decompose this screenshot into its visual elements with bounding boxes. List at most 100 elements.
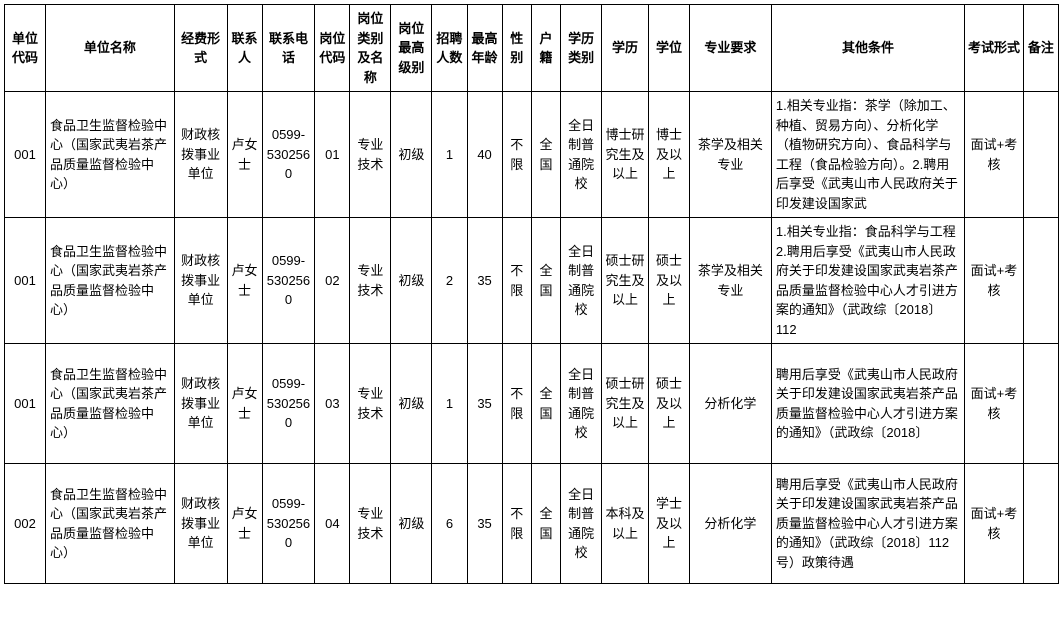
table-cell: 面试+考核 [965, 92, 1024, 218]
table-cell: 本科及以上 [602, 464, 649, 584]
table-cell: 面试+考核 [965, 464, 1024, 584]
table-cell: 全国 [531, 92, 560, 218]
table-cell: 食品卫生监督检验中心（国家武夷岩茶产品质量监督检验中心） [45, 464, 174, 584]
table-cell [1023, 92, 1058, 218]
table-cell: 1 [432, 344, 467, 464]
table-cell: 初级 [391, 464, 432, 584]
table-row: 001食品卫生监督检验中心（国家武夷岩茶产品质量监督检验中心）财政核拨事业单位卢… [5, 344, 1059, 464]
table-cell: 卢女士 [227, 344, 262, 464]
table-cell: 聘用后享受《武夷山市人民政府关于印发建设国家武夷岩茶产品质量监督检验中心人才引进… [771, 464, 964, 584]
table-cell: 1.相关专业指：食品科学与工程 2.聘用后享受《武夷山市人民政府关于印发建设国家… [771, 218, 964, 344]
table-cell: 专业技术 [350, 344, 391, 464]
table-cell: 专业技术 [350, 464, 391, 584]
table-cell: 硕士及以上 [648, 344, 689, 464]
table-cell: 茶学及相关专业 [689, 218, 771, 344]
table-cell: 6 [432, 464, 467, 584]
table-cell: 35 [467, 218, 502, 344]
col-post-code: 岗位代码 [315, 5, 350, 92]
table-cell: 财政核拨事业单位 [174, 464, 227, 584]
table-cell: 全日制普通院校 [561, 218, 602, 344]
col-post-level: 岗位最高级别 [391, 5, 432, 92]
table-cell: 0599-5302560 [262, 344, 315, 464]
table-cell: 食品卫生监督检验中心（国家武夷岩茶产品质量监督检验中心） [45, 92, 174, 218]
table-cell: 0599-5302560 [262, 464, 315, 584]
col-headcount: 招聘人数 [432, 5, 467, 92]
table-cell: 财政核拨事业单位 [174, 92, 227, 218]
header-row: 单位代码 单位名称 经费形式 联系人 联系电话 岗位代码 岗位类别及名称 岗位最… [5, 5, 1059, 92]
col-phone: 联系电话 [262, 5, 315, 92]
table-cell: 35 [467, 344, 502, 464]
col-unit-code: 单位代码 [5, 5, 46, 92]
table-cell: 硕士研究生及以上 [602, 344, 649, 464]
table-cell: 001 [5, 344, 46, 464]
table-cell: 卢女士 [227, 218, 262, 344]
col-remark: 备注 [1023, 5, 1058, 92]
table-cell: 面试+考核 [965, 218, 1024, 344]
table-cell: 不限 [502, 92, 531, 218]
col-post-type: 岗位类别及名称 [350, 5, 391, 92]
table-cell: 002 [5, 464, 46, 584]
table-cell: 0599-5302560 [262, 218, 315, 344]
table-cell [1023, 218, 1058, 344]
table-cell [1023, 464, 1058, 584]
table-cell: 分析化学 [689, 344, 771, 464]
table-cell: 全国 [531, 344, 560, 464]
table-cell: 分析化学 [689, 464, 771, 584]
table-cell: 全国 [531, 464, 560, 584]
table-cell: 不限 [502, 344, 531, 464]
table-cell: 02 [315, 218, 350, 344]
table-cell: 卢女士 [227, 92, 262, 218]
table-row: 002食品卫生监督检验中心（国家武夷岩茶产品质量监督检验中心）财政核拨事业单位卢… [5, 464, 1059, 584]
table-cell: 财政核拨事业单位 [174, 344, 227, 464]
table-cell: 不限 [502, 464, 531, 584]
table-cell: 食品卫生监督检验中心（国家武夷岩茶产品质量监督检验中心） [45, 218, 174, 344]
table-cell: 初级 [391, 344, 432, 464]
table-cell: 专业技术 [350, 92, 391, 218]
table-row: 001食品卫生监督检验中心（国家武夷岩茶产品质量监督检验中心）财政核拨事业单位卢… [5, 92, 1059, 218]
table-cell: 硕士及以上 [648, 218, 689, 344]
table-cell: 博士研究生及以上 [602, 92, 649, 218]
table-cell: 全日制普通院校 [561, 464, 602, 584]
table-cell: 专业技术 [350, 218, 391, 344]
table-cell: 茶学及相关专业 [689, 92, 771, 218]
table-cell: 1 [432, 92, 467, 218]
col-unit-name: 单位名称 [45, 5, 174, 92]
table-cell: 初级 [391, 92, 432, 218]
table-header: 单位代码 单位名称 经费形式 联系人 联系电话 岗位代码 岗位类别及名称 岗位最… [5, 5, 1059, 92]
table-cell: 学士及以上 [648, 464, 689, 584]
table-cell: 全日制普通院校 [561, 344, 602, 464]
table-cell: 03 [315, 344, 350, 464]
table-cell: 04 [315, 464, 350, 584]
recruitment-table: 单位代码 单位名称 经费形式 联系人 联系电话 岗位代码 岗位类别及名称 岗位最… [4, 4, 1059, 584]
table-cell: 2 [432, 218, 467, 344]
col-other: 其他条件 [771, 5, 964, 92]
table-cell: 全国 [531, 218, 560, 344]
table-cell: 全日制普通院校 [561, 92, 602, 218]
col-education: 学历 [602, 5, 649, 92]
table-cell: 001 [5, 218, 46, 344]
table-cell [1023, 344, 1058, 464]
col-degree: 学位 [648, 5, 689, 92]
col-edu-type: 学历类别 [561, 5, 602, 92]
table-cell: 0599-5302560 [262, 92, 315, 218]
table-cell: 不限 [502, 218, 531, 344]
table-cell: 初级 [391, 218, 432, 344]
table-cell: 01 [315, 92, 350, 218]
col-major: 专业要求 [689, 5, 771, 92]
table-cell: 40 [467, 92, 502, 218]
col-funding: 经费形式 [174, 5, 227, 92]
table-cell: 博士及以上 [648, 92, 689, 218]
table-cell: 35 [467, 464, 502, 584]
table-body: 001食品卫生监督检验中心（国家武夷岩茶产品质量监督检验中心）财政核拨事业单位卢… [5, 92, 1059, 584]
table-cell: 食品卫生监督检验中心（国家武夷岩茶产品质量监督检验中心） [45, 344, 174, 464]
col-gender: 性别 [502, 5, 531, 92]
table-cell: 001 [5, 92, 46, 218]
col-household: 户籍 [531, 5, 560, 92]
table-cell: 1.相关专业指：茶学（除加工、种植、贸易方向）、分析化学（植物研究方向）、食品科… [771, 92, 964, 218]
table-row: 001食品卫生监督检验中心（国家武夷岩茶产品质量监督检验中心）财政核拨事业单位卢… [5, 218, 1059, 344]
col-exam: 考试形式 [965, 5, 1024, 92]
col-max-age: 最高年龄 [467, 5, 502, 92]
col-contact: 联系人 [227, 5, 262, 92]
table-cell: 聘用后享受《武夷山市人民政府关于印发建设国家武夷岩茶产品质量监督检验中心人才引进… [771, 344, 964, 464]
table-cell: 硕士研究生及以上 [602, 218, 649, 344]
